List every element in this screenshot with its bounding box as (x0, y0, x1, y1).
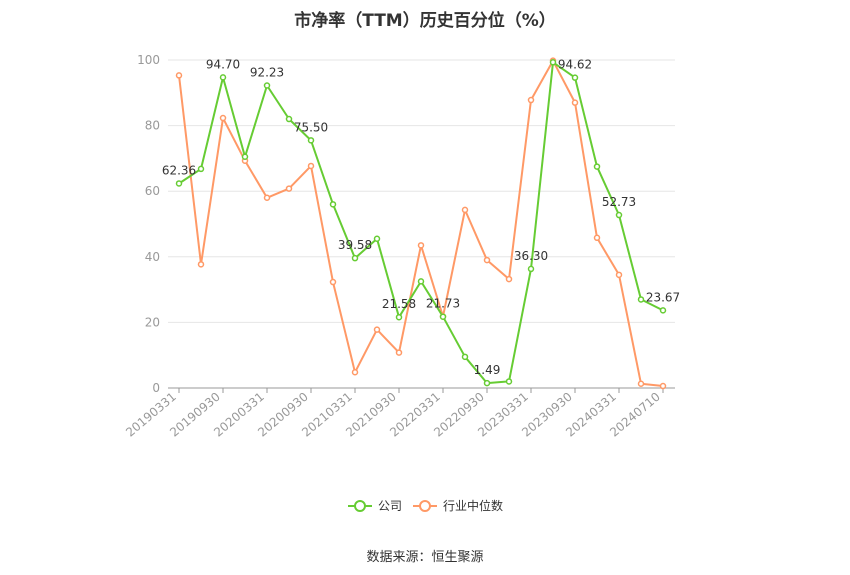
data-label: 94.62 (558, 58, 592, 72)
data-point-company (219, 74, 227, 81)
y-tick-label: 20 (145, 315, 160, 329)
data-point-company (483, 379, 491, 387)
data-label: 23.67 (646, 290, 680, 304)
series-points (175, 57, 667, 390)
data-point-industry (329, 278, 337, 286)
legend-label-industry: 行业中位数 (443, 498, 503, 513)
data-point-industry (527, 96, 535, 104)
data-label: 92.23 (250, 65, 284, 79)
data-point-company (549, 59, 557, 66)
data-point-company (329, 201, 337, 208)
data-point-company (241, 153, 249, 161)
data-point-industry (395, 349, 403, 356)
data-point-industry (571, 99, 579, 106)
data-point-company (461, 353, 469, 361)
data-label: 36.30 (514, 249, 548, 263)
data-point-company (197, 165, 205, 173)
data-point-company (285, 115, 293, 123)
y-tick-label: 40 (145, 250, 160, 264)
data-point-company (373, 235, 381, 243)
legend-item-company[interactable]: 公司 (348, 499, 402, 513)
data-point-company (637, 296, 645, 303)
data-label: 52.73 (602, 195, 636, 209)
legend-item-industry[interactable]: 行业中位数 (413, 498, 503, 513)
chart-title: 市净率（TTM）历史百分位（%） (294, 11, 556, 31)
data-label: 94.70 (206, 57, 240, 71)
data-label: 62.36 (162, 163, 196, 177)
data-point-industry (659, 382, 667, 390)
data-label: 39.58 (338, 238, 372, 252)
legend-label-company: 公司 (378, 499, 402, 513)
legend[interactable]: 公司 行业中位数 (348, 498, 503, 513)
data-point-industry (615, 271, 623, 279)
data-point-industry (285, 185, 293, 192)
data-label: 1.49 (474, 363, 501, 377)
data-point-industry (351, 369, 359, 376)
data-point-company (571, 74, 579, 81)
data-point-industry (307, 162, 315, 170)
data-point-company (593, 163, 601, 170)
series-line-industry (178, 59, 664, 387)
data-point-industry (505, 275, 513, 283)
data-point-industry (175, 72, 183, 79)
data-labels: 62.36 94.70 92.23 75.50 39.58 21.58 21.73 1.49 3… (162, 57, 680, 377)
grid-lines (168, 59, 675, 323)
data-label: 21.73 (426, 297, 460, 311)
data-point-industry (373, 326, 381, 333)
y-tick-label: 60 (145, 184, 160, 198)
data-point-industry (219, 114, 227, 122)
axes: 0204060801002019033120190930202003312020… (123, 53, 675, 440)
data-point-industry (197, 261, 205, 268)
y-tick-label: 100 (137, 53, 160, 67)
data-point-company (417, 278, 425, 285)
data-point-company (307, 137, 315, 144)
data-point-company (395, 313, 403, 321)
data-label: 21.58 (382, 297, 416, 311)
data-point-industry (593, 234, 601, 242)
data-point-company (175, 180, 183, 187)
data-point-company (527, 265, 535, 273)
data-label: 75.50 (294, 120, 328, 134)
data-point-company (615, 211, 623, 219)
y-tick-label: 80 (145, 119, 160, 133)
data-point-industry (637, 380, 645, 387)
data-point-industry (263, 194, 271, 202)
series-lines (178, 59, 664, 387)
data-point-company (263, 82, 271, 89)
data-point-industry (461, 206, 469, 214)
data-point-company (505, 378, 513, 385)
data-point-company (351, 254, 359, 262)
data-point-company (659, 307, 667, 314)
y-tick-label: 0 (152, 381, 160, 395)
data-source: 数据来源：恒生聚源 (366, 550, 484, 565)
data-point-company (439, 313, 447, 320)
data-point-industry (483, 256, 491, 264)
series-line-company (178, 61, 664, 385)
data-point-industry (417, 242, 425, 249)
